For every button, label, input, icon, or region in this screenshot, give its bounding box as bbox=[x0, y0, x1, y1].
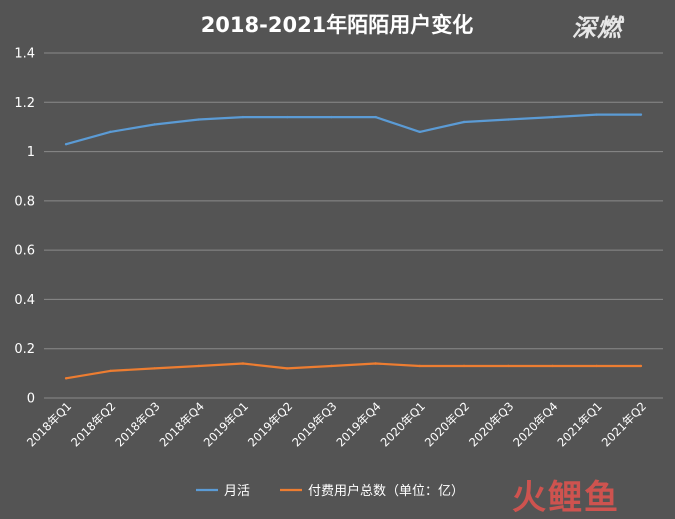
data-point-1-0 bbox=[64, 377, 68, 380]
data-point-0-2 bbox=[153, 123, 156, 126]
x-tick-label-0: 2018年Q1 bbox=[24, 399, 74, 449]
data-point-0-0 bbox=[64, 142, 68, 146]
data-point-1-12 bbox=[595, 364, 598, 368]
data-point-1-6 bbox=[330, 364, 333, 368]
data-point-1-11 bbox=[551, 364, 554, 368]
data-point-0-11 bbox=[551, 115, 554, 119]
series-line-0 bbox=[64, 113, 643, 146]
legend-label-0: 月活 bbox=[224, 484, 250, 499]
data-point-0-4 bbox=[241, 115, 245, 119]
x-tick-label-4: 2019年Q1 bbox=[201, 399, 251, 449]
y-tick-label-4: 0.8 bbox=[14, 194, 35, 209]
y-tick-label-3: 0.6 bbox=[14, 244, 35, 259]
y-tick-label-7: 1.4 bbox=[14, 47, 35, 62]
x-tick-label-3: 2018年Q4 bbox=[157, 399, 207, 449]
data-point-0-12 bbox=[595, 113, 598, 116]
data-point-0-5 bbox=[285, 115, 289, 119]
series-line-1 bbox=[64, 362, 643, 380]
data-point-1-3 bbox=[197, 364, 200, 368]
x-tick-label-10: 2020年Q3 bbox=[466, 399, 516, 449]
data-point-1-2 bbox=[153, 367, 156, 370]
data-point-0-9 bbox=[462, 120, 466, 124]
data-point-1-8 bbox=[418, 364, 422, 368]
x-tick-label-9: 2020年Q2 bbox=[422, 399, 472, 449]
data-point-0-13 bbox=[639, 113, 643, 116]
y-tick-label-5: 1 bbox=[27, 145, 35, 160]
x-tick-label-12: 2021年Q1 bbox=[554, 399, 604, 449]
y-tick-label-1: 0.2 bbox=[14, 342, 35, 357]
data-point-0-3 bbox=[197, 118, 200, 121]
data-point-0-1 bbox=[109, 130, 112, 134]
data-point-1-4 bbox=[241, 362, 245, 365]
y-tick-label-6: 1.2 bbox=[14, 96, 35, 111]
x-tick-label-8: 2020年Q1 bbox=[378, 399, 428, 449]
data-point-0-10 bbox=[507, 118, 510, 121]
legend-label-1: 付费用户总数（单位：亿） bbox=[308, 483, 464, 499]
chart-title: 2018-2021年陌陌用户变化 bbox=[201, 13, 474, 37]
x-tick-label-1: 2018年Q2 bbox=[68, 399, 118, 449]
data-point-1-1 bbox=[109, 369, 112, 373]
data-point-1-7 bbox=[374, 362, 377, 365]
x-tick-label-6: 2019年Q3 bbox=[289, 399, 339, 449]
data-point-0-8 bbox=[418, 130, 422, 134]
x-tick-label-11: 2020年Q4 bbox=[510, 399, 560, 449]
x-tick-label-7: 2019年Q4 bbox=[333, 399, 383, 449]
x-tick-label-13: 2021年Q2 bbox=[599, 399, 649, 449]
x-tick-label-2: 2018年Q3 bbox=[112, 399, 162, 449]
data-point-1-5 bbox=[285, 367, 289, 370]
data-point-1-9 bbox=[462, 364, 466, 368]
data-point-1-13 bbox=[639, 364, 643, 368]
y-tick-label-2: 0.4 bbox=[14, 293, 35, 308]
data-point-0-6 bbox=[330, 115, 333, 119]
data-point-1-10 bbox=[507, 364, 510, 368]
logo: 深燃 bbox=[572, 14, 622, 42]
x-tick-label-5: 2019年Q2 bbox=[245, 399, 295, 449]
y-tick-label-0: 0 bbox=[27, 392, 35, 407]
watermark: 火鲤鱼 bbox=[512, 478, 620, 518]
data-point-0-7 bbox=[374, 115, 377, 119]
